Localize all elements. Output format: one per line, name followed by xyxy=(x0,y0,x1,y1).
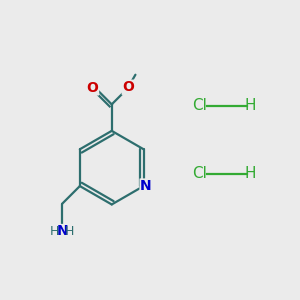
Text: H: H xyxy=(244,166,256,181)
Text: Cl: Cl xyxy=(193,98,208,113)
Text: H: H xyxy=(50,225,59,238)
Text: H: H xyxy=(244,98,256,113)
Text: O: O xyxy=(122,80,134,94)
Text: O: O xyxy=(87,81,98,95)
Text: N: N xyxy=(140,179,152,193)
Text: H: H xyxy=(65,225,74,238)
Text: Cl: Cl xyxy=(193,166,208,181)
Text: N: N xyxy=(56,224,68,238)
